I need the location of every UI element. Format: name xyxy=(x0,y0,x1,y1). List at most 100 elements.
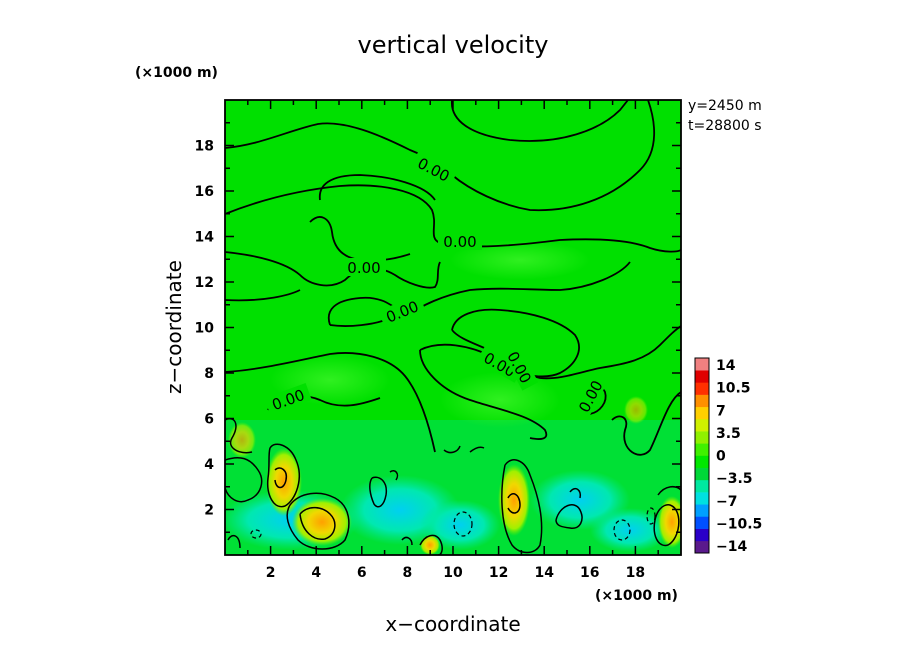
colorbar-swatch xyxy=(695,479,709,493)
plot-area: 0.00 0.00 0.00 0.00 0.00 0.00 0.00 0.00 xyxy=(225,100,681,555)
x-axis-ticks: 2 4 6 8 10 12 14 16 18 xyxy=(247,100,659,581)
contour-line xyxy=(227,534,241,549)
contour-line xyxy=(451,100,629,142)
y-tick-label: 2 xyxy=(204,503,214,519)
colorbar-tick-label: 0 xyxy=(716,449,726,465)
colorbar-swatch xyxy=(695,418,709,432)
y-tick-label: 18 xyxy=(195,139,214,155)
colorbar: 14 10.5 7 3.5 0 −3.5 −7 −10.5 −14 xyxy=(694,357,762,555)
y-tick-label: 4 xyxy=(204,457,214,473)
colorbar-swatch xyxy=(695,443,709,456)
colorbar-swatch xyxy=(695,406,709,420)
colorbar-tick-label: −10.5 xyxy=(716,516,762,532)
y-tick-label: 6 xyxy=(204,412,214,428)
colorbar-swatch xyxy=(695,504,709,517)
contour-line xyxy=(266,443,300,508)
x-tick-label: 12 xyxy=(489,565,508,581)
colorbar-swatch xyxy=(695,540,709,554)
negative-contours xyxy=(250,507,656,541)
negative-contour xyxy=(250,529,262,539)
y-tick-label: 12 xyxy=(195,275,214,291)
contour-lines-lower xyxy=(225,418,681,555)
contour-line xyxy=(443,445,461,454)
contour-line xyxy=(225,352,436,453)
info-time: t=28800 s xyxy=(688,118,762,134)
contour-line xyxy=(225,418,253,454)
colorbar-swatch xyxy=(695,382,709,395)
contour-line xyxy=(299,506,336,540)
contour-line xyxy=(611,391,681,456)
colorbar-swatch xyxy=(695,370,709,383)
negative-contour xyxy=(613,519,631,541)
x-tick-label: 18 xyxy=(626,565,645,581)
contour-line xyxy=(389,469,399,481)
y-axis-multiplier: (×1000 m) xyxy=(135,65,218,81)
contour-label: 0.00 xyxy=(443,233,476,251)
y-axis-ticks: 2 4 6 8 10 12 14 16 18 xyxy=(195,122,681,533)
x-axis-multiplier: (×1000 m) xyxy=(595,588,678,604)
colorbar-tick-label: 10.5 xyxy=(716,381,751,397)
info-y-position: y=2450 m xyxy=(688,98,762,114)
contour-line xyxy=(329,319,386,327)
colorbar-tick-label: 14 xyxy=(716,358,736,374)
y-axis-label: z−coordinate xyxy=(162,260,186,394)
colorbar-swatch xyxy=(695,516,709,529)
colorbar-swatch xyxy=(695,431,709,444)
y-tick-label: 16 xyxy=(195,184,214,200)
contour-line xyxy=(507,493,521,514)
colorbar-swatch xyxy=(695,358,709,371)
updraft-core xyxy=(292,498,352,546)
contour-line xyxy=(501,459,543,554)
chart-title: vertical velocity xyxy=(358,31,549,59)
negative-contour xyxy=(453,511,473,537)
contour-line xyxy=(569,487,582,499)
colorbar-tick-label: −3.5 xyxy=(716,471,753,487)
contour-line xyxy=(401,536,413,546)
colorbar-tick-label: 3.5 xyxy=(716,426,741,442)
negative-contour xyxy=(646,507,656,525)
y-tick-label: 14 xyxy=(195,230,215,246)
colorbar-swatch xyxy=(695,455,709,468)
mild-patch xyxy=(440,372,560,428)
colorbar-frame xyxy=(694,357,710,554)
colorbar-swatch xyxy=(695,467,709,481)
colorbar-tick-label: −7 xyxy=(716,494,737,510)
contour-line xyxy=(327,261,631,326)
cool-patch xyxy=(420,500,500,550)
updraft-core xyxy=(624,396,648,424)
y-tick-label: 8 xyxy=(204,366,214,382)
contour-line xyxy=(653,504,680,547)
colorbar-tick-label: 7 xyxy=(716,403,726,419)
contour-line xyxy=(225,100,656,212)
x-tick-label: 8 xyxy=(403,565,413,581)
x-axis-label: x−coordinate xyxy=(385,612,520,636)
contour-line xyxy=(419,349,548,440)
contour-line xyxy=(225,457,263,503)
x-tick-label: 10 xyxy=(443,565,463,581)
x-tick-label: 6 xyxy=(357,565,367,581)
x-tick-label: 4 xyxy=(311,565,321,581)
contour-line xyxy=(451,308,580,378)
contour-label: 0.00 xyxy=(347,259,380,277)
colorbar-swatch xyxy=(695,528,709,542)
contour-line xyxy=(319,174,436,201)
x-tick-label: 2 xyxy=(266,565,276,581)
contour-line xyxy=(469,446,485,453)
contour-line xyxy=(225,289,301,302)
contour-line xyxy=(555,504,583,529)
y-tick-label: 10 xyxy=(195,321,215,337)
colorbar-swatch xyxy=(695,394,709,408)
contour-line xyxy=(657,485,681,496)
updraft-core xyxy=(498,464,530,536)
colorbar-tick-label: −14 xyxy=(716,539,747,555)
contour-line xyxy=(369,476,388,508)
contour-line xyxy=(309,216,411,262)
x-tick-label: 14 xyxy=(534,565,554,581)
contour-line xyxy=(419,534,443,555)
contour-line xyxy=(274,467,288,489)
updraft-core xyxy=(420,535,440,555)
contour-line xyxy=(286,492,350,550)
colorbar-swatch xyxy=(695,492,709,505)
x-tick-label: 16 xyxy=(580,565,599,581)
